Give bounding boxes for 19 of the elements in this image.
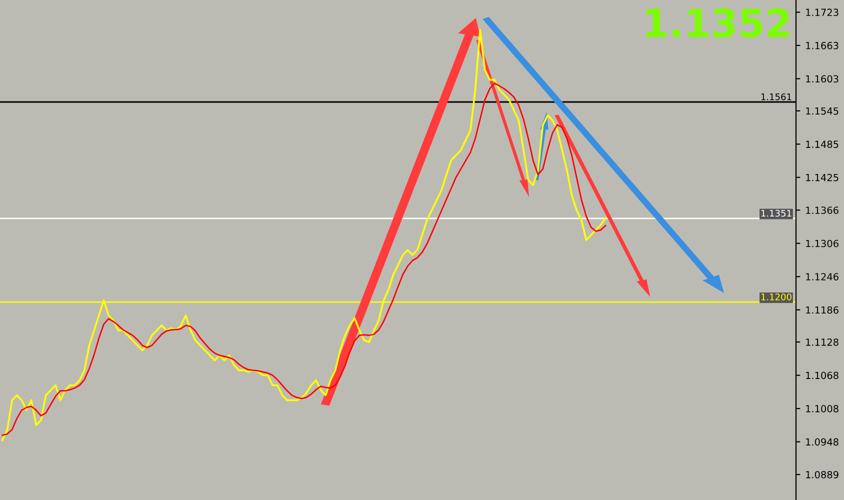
y-tick-label: 1.1603 <box>806 75 838 83</box>
y-tick-label: 1.1545 <box>806 107 838 115</box>
y-tick-label: 1.0948 <box>806 438 838 446</box>
y-tick-label: 1.1068 <box>806 372 838 380</box>
y-tick-label: 1.1425 <box>806 174 838 182</box>
text: 1.1352 <box>646 8 789 38</box>
y-tick-label: 1.1723 <box>806 8 838 16</box>
y-tick-label: 1.0889 <box>806 470 838 478</box>
y-tick-label: 1.1186 <box>806 306 838 314</box>
y-tick-label: 1.1485 <box>806 140 838 148</box>
ref-line-label: 1.1200 <box>761 294 792 300</box>
y-tick-label: 1.1366 <box>806 206 838 214</box>
y-tick-label: 1.1128 <box>806 338 838 346</box>
y-tick-label: 1.1306 <box>806 240 838 248</box>
y-tick-label: 1.1008 <box>806 405 838 412</box>
ref-line-label: 1.1561 <box>761 93 792 100</box>
ref-line-label: 1.1351 <box>761 210 792 217</box>
y-tick-label: 1.1246 <box>806 273 838 280</box>
y-tick-label: 1.1663 <box>806 42 838 50</box>
